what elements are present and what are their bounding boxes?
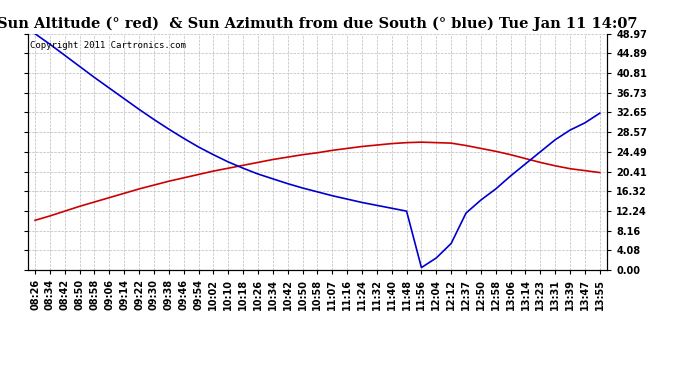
Text: Copyright 2011 Cartronics.com: Copyright 2011 Cartronics.com: [30, 41, 186, 50]
Title: Sun Altitude (° red)  & Sun Azimuth from due South (° blue) Tue Jan 11 14:07: Sun Altitude (° red) & Sun Azimuth from …: [0, 17, 638, 31]
